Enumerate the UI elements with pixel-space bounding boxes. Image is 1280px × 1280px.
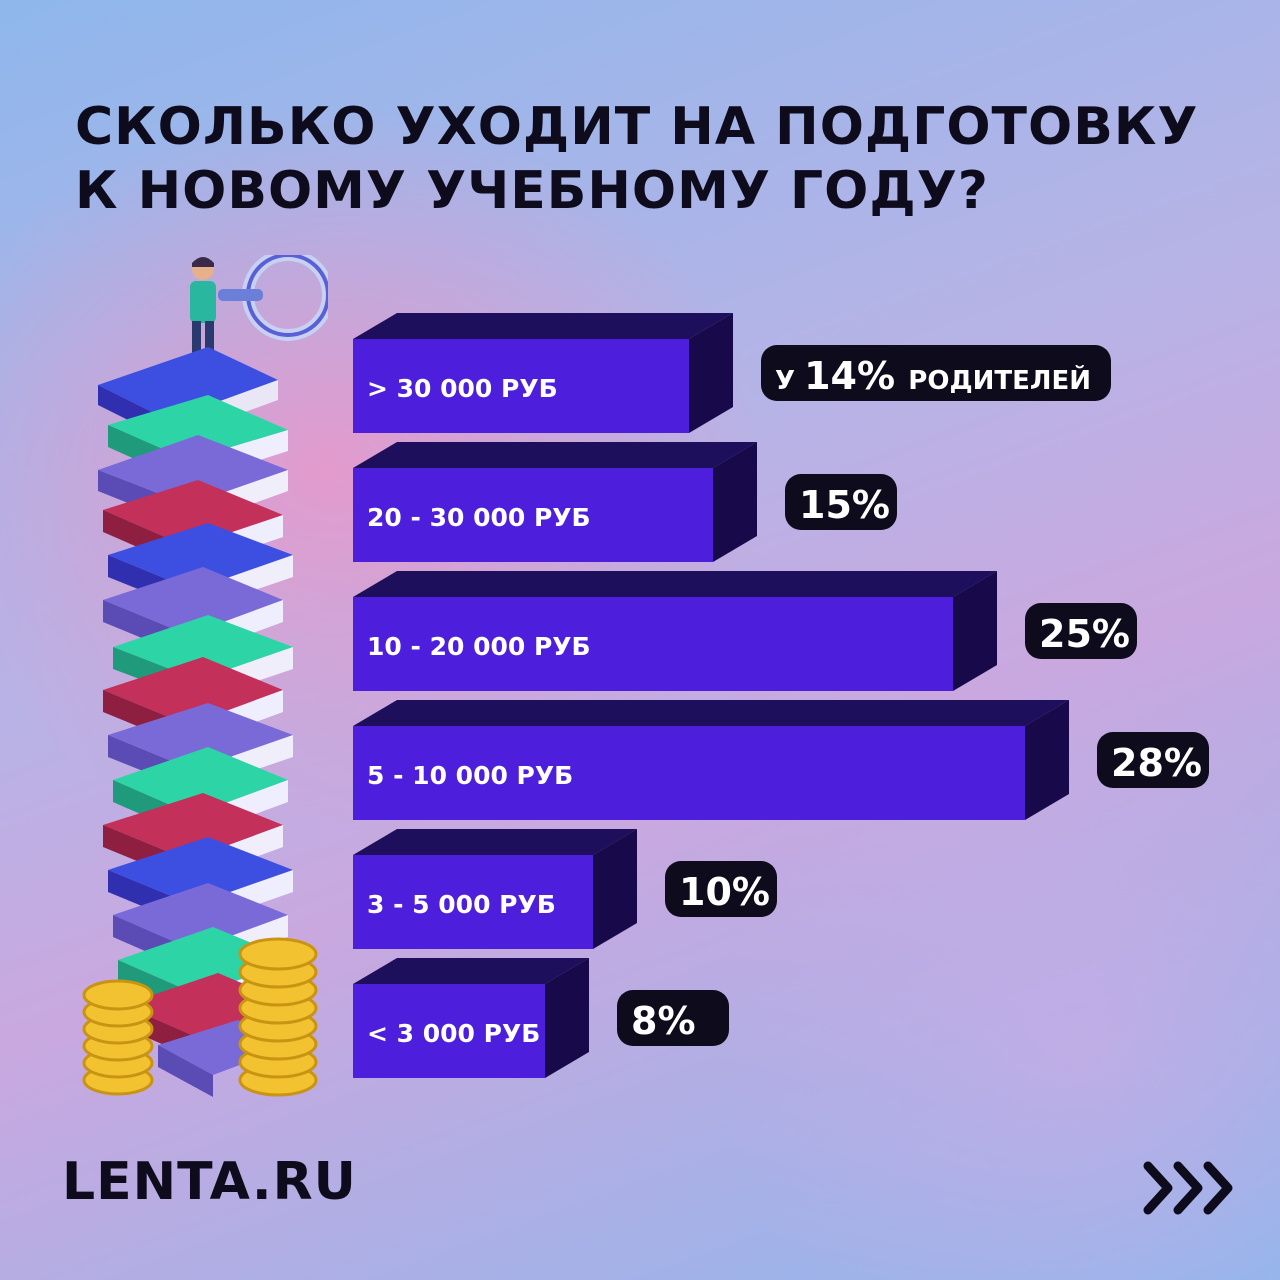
person-with-magnifier-icon [188, 255, 328, 377]
value-badge: 25% [1025, 603, 1137, 659]
bar-category-label: 5 - 10 000 РУБ [367, 761, 573, 790]
bar-side-face [1025, 700, 1069, 820]
bar [353, 339, 689, 433]
chart-title-line-1: СКОЛЬКО УХОДИТ НА ПОДГОТОВКУ [75, 97, 1199, 157]
bar-side-face [689, 313, 733, 433]
bar-top-face [353, 700, 1069, 726]
value-badge-bg [1025, 603, 1137, 659]
value-label: 8% [631, 999, 696, 1043]
value-badge-bg [761, 345, 1111, 401]
value-badge-bg [665, 861, 777, 917]
bar [353, 726, 1025, 820]
bar-side-face [713, 442, 757, 562]
value-badge: 15% [785, 474, 897, 530]
bar-side-face [953, 571, 997, 691]
bar-top-face [353, 442, 757, 468]
value-badge: 8% [617, 990, 729, 1046]
bar-top-face [353, 958, 589, 984]
value-label: 10% [679, 870, 770, 914]
bar-category-label: 3 - 5 000 РУБ [367, 890, 556, 919]
chart-title-line-2: К НОВОМУ УЧЕБНОМУ ГОДУ? [75, 161, 989, 221]
value-label: 28% [1111, 741, 1202, 785]
bar [353, 468, 713, 562]
books-stack-icon [98, 347, 293, 1097]
value-label: У 14% РОДИТЕЛЕЙ [775, 354, 1091, 398]
bar [353, 597, 953, 691]
chart-title: СКОЛЬКО УХОДИТ НА ПОДГОТОВКУ К НОВОМУ УЧ… [75, 95, 1215, 223]
bar-side-face [593, 829, 637, 949]
book-stack-illustration [82, 255, 328, 1097]
coins-icon [82, 937, 318, 1097]
bar-category-label: 20 - 30 000 РУБ [367, 503, 591, 532]
value-badge-bg [1097, 732, 1209, 788]
lenta-logo[interactable]: LENTA.RU [62, 1152, 357, 1212]
bar [353, 855, 593, 949]
value-label: 25% [1039, 612, 1130, 656]
bar [353, 984, 545, 1078]
bar-top-face [353, 571, 997, 597]
bar-category-label: < 3 000 РУБ [367, 1019, 540, 1048]
bar-top-face [353, 829, 637, 855]
bar-side-face [545, 958, 589, 1078]
bar-category-label: > 30 000 РУБ [367, 374, 558, 403]
value-badge: 10% [665, 861, 777, 917]
value-badge-bg [785, 474, 897, 530]
bar-category-label: 10 - 20 000 РУБ [367, 632, 591, 661]
value-label: 15% [799, 483, 890, 527]
triple-chevron-right-icon[interactable] [1140, 1158, 1235, 1218]
bar-top-face [353, 313, 733, 339]
value-badge: У 14% РОДИТЕЛЕЙ [761, 345, 1111, 401]
value-badge-bg [617, 990, 729, 1046]
value-badge: 28% [1097, 732, 1209, 788]
